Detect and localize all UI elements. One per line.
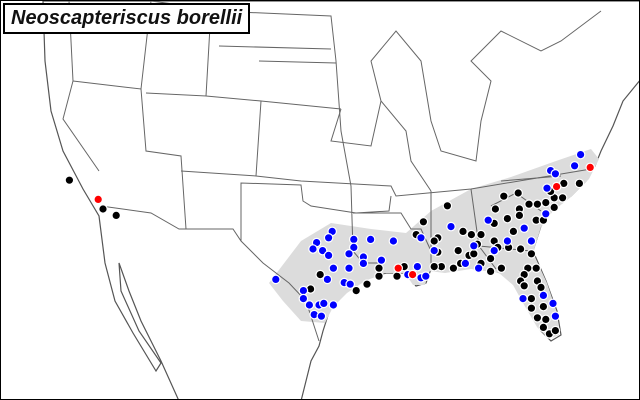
blue-record-point — [519, 223, 529, 233]
black-record-point — [429, 261, 439, 272]
black-record-point — [515, 244, 526, 254]
blue-record-point — [348, 234, 359, 245]
blue-record-point — [348, 242, 359, 253]
blue-record-point — [270, 274, 281, 285]
black-record-point — [485, 266, 496, 277]
blue-record-point — [358, 258, 369, 269]
black-record-point — [458, 226, 468, 237]
blue-record-point — [323, 250, 334, 261]
black-record-point — [64, 175, 75, 185]
blue-record-point — [542, 183, 552, 193]
blue-record-point — [538, 290, 549, 301]
blue-record-point — [483, 215, 493, 225]
state-borders — [62, 1, 602, 342]
black-record-point — [531, 263, 541, 273]
black-record-point — [538, 301, 549, 312]
black-record-point — [532, 312, 543, 323]
black-record-point — [448, 263, 459, 273]
black-record-point — [429, 236, 439, 246]
blue-record-point — [316, 311, 327, 321]
black-record-point — [532, 199, 543, 209]
black-record-point — [536, 282, 546, 293]
blue-record-point — [502, 236, 513, 246]
blue-record-point — [518, 293, 528, 304]
black-record-point — [526, 303, 537, 313]
black-record-point — [557, 193, 568, 203]
blue-record-point — [550, 169, 561, 179]
blue-record-point — [328, 263, 339, 273]
blue-record-point — [328, 300, 339, 310]
blue-record-point — [298, 293, 309, 304]
black-record-point — [453, 245, 463, 256]
black-record-point — [502, 213, 513, 224]
black-record-point — [466, 229, 477, 240]
black-record-point — [524, 199, 534, 209]
black-record-point — [540, 314, 551, 325]
black-record-point — [526, 249, 537, 259]
red-record-point — [551, 181, 562, 192]
black-record-point — [538, 322, 549, 333]
black-record-point — [485, 253, 496, 264]
black-record-point — [498, 191, 509, 201]
black-record-point — [513, 188, 523, 198]
black-record-point — [351, 285, 361, 296]
blue-record-point — [540, 209, 551, 219]
black-record-point — [508, 226, 519, 237]
black-record-point — [468, 249, 479, 259]
black-record-point — [514, 210, 525, 221]
black-record-point — [540, 197, 551, 208]
black-record-point — [315, 269, 325, 280]
blue-record-point — [388, 236, 399, 246]
black-record-point — [526, 293, 537, 304]
blue-record-point — [575, 149, 586, 160]
red-record-point — [393, 263, 403, 273]
blue-record-point — [318, 298, 329, 309]
blue-record-point — [344, 263, 354, 273]
blue-record-point — [345, 279, 355, 289]
blue-record-point — [468, 241, 479, 251]
blue-record-point — [416, 233, 426, 243]
black-record-point — [374, 263, 384, 273]
black-record-point — [574, 178, 585, 189]
black-record-point — [111, 210, 121, 221]
blue-record-point — [446, 221, 456, 232]
black-record-point — [519, 280, 529, 291]
blue-record-point — [550, 311, 561, 321]
black-record-point — [476, 229, 486, 240]
red-record-point — [407, 269, 418, 280]
black-record-point — [98, 204, 108, 214]
black-record-point — [442, 201, 453, 211]
blue-record-point — [365, 234, 376, 245]
black-record-point — [490, 204, 501, 214]
blue-record-point — [429, 245, 439, 256]
blue-record-point — [460, 258, 471, 269]
black-record-point — [418, 217, 429, 227]
black-record-point — [392, 271, 402, 281]
blue-record-point — [322, 274, 333, 285]
red-record-point — [93, 194, 103, 205]
blue-record-point — [412, 261, 423, 272]
blue-record-point — [308, 244, 318, 254]
black-record-point — [362, 279, 372, 289]
record-points — [64, 149, 595, 339]
blue-record-point — [489, 245, 499, 256]
blue-record-point — [323, 233, 334, 243]
map-title: Neoscapteriscus borellii — [3, 3, 251, 34]
blue-record-point — [548, 298, 558, 309]
blue-record-point — [304, 300, 315, 310]
black-record-point — [550, 325, 561, 336]
blue-record-point — [376, 255, 387, 266]
black-record-point — [496, 263, 507, 273]
red-record-point — [585, 162, 595, 173]
black-record-point — [374, 271, 384, 281]
black-record-point — [549, 202, 559, 213]
blue-record-point — [420, 271, 431, 281]
blue-record-point — [569, 161, 580, 171]
blue-record-point — [344, 249, 354, 259]
blue-record-point — [473, 263, 484, 273]
blue-record-point — [298, 285, 309, 296]
blue-record-point — [526, 236, 537, 246]
